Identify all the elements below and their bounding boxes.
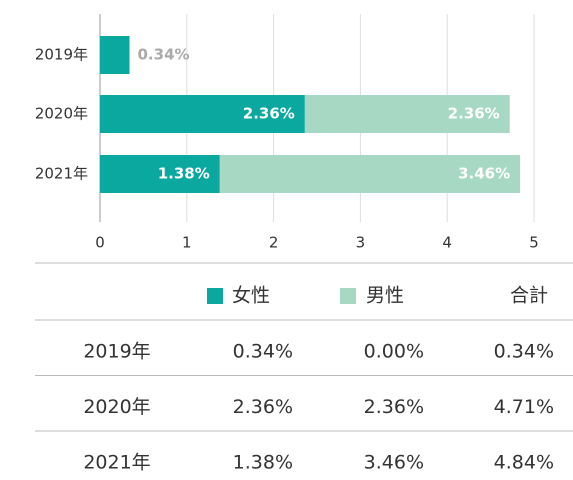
- y-tick-label: 2019年: [35, 46, 88, 64]
- data-label: 1.38%: [158, 165, 210, 183]
- table-cell: 0.34%: [233, 341, 293, 363]
- table-cell: 2.36%: [233, 396, 293, 418]
- bar-segment: [304, 95, 510, 133]
- data-label: 2.36%: [243, 105, 295, 123]
- x-tick-label: 1: [182, 234, 192, 252]
- data-label: 3.46%: [458, 165, 510, 183]
- table-cell: 2.36%: [364, 396, 424, 418]
- legend-swatch: [207, 288, 223, 304]
- table-cell: 4.84%: [494, 452, 554, 474]
- bar-segment: [219, 155, 521, 193]
- table-cell: 1.38%: [233, 452, 293, 474]
- table-cell: 2020年: [83, 396, 150, 418]
- x-tick-label: 0: [95, 234, 105, 252]
- table-cell: 3.46%: [364, 452, 424, 474]
- legend-swatch: [340, 288, 356, 304]
- table-cell: 4.71%: [494, 396, 554, 418]
- x-tick-label: 5: [529, 234, 539, 252]
- table-cell: 2021年: [83, 452, 150, 474]
- table-cell: 2019年: [83, 341, 150, 363]
- bar-segment: [100, 95, 305, 133]
- x-tick-label: 3: [356, 234, 366, 252]
- x-tick-label: 2: [269, 234, 279, 252]
- legend-label: 女性: [232, 285, 270, 307]
- x-tick-label: 4: [442, 234, 452, 252]
- table-cell: 0.34%: [494, 341, 554, 363]
- table-cell: 0.00%: [364, 341, 424, 363]
- data-label: 0.34%: [138, 46, 190, 64]
- y-tick-label: 2021年: [35, 165, 88, 183]
- legend-label: 男性: [366, 285, 404, 307]
- bar-segment: [100, 36, 130, 74]
- bar-segment: [100, 155, 220, 193]
- data-label: 2.36%: [448, 105, 500, 123]
- table-header: 合計: [510, 285, 548, 307]
- y-tick-label: 2020年: [35, 105, 88, 123]
